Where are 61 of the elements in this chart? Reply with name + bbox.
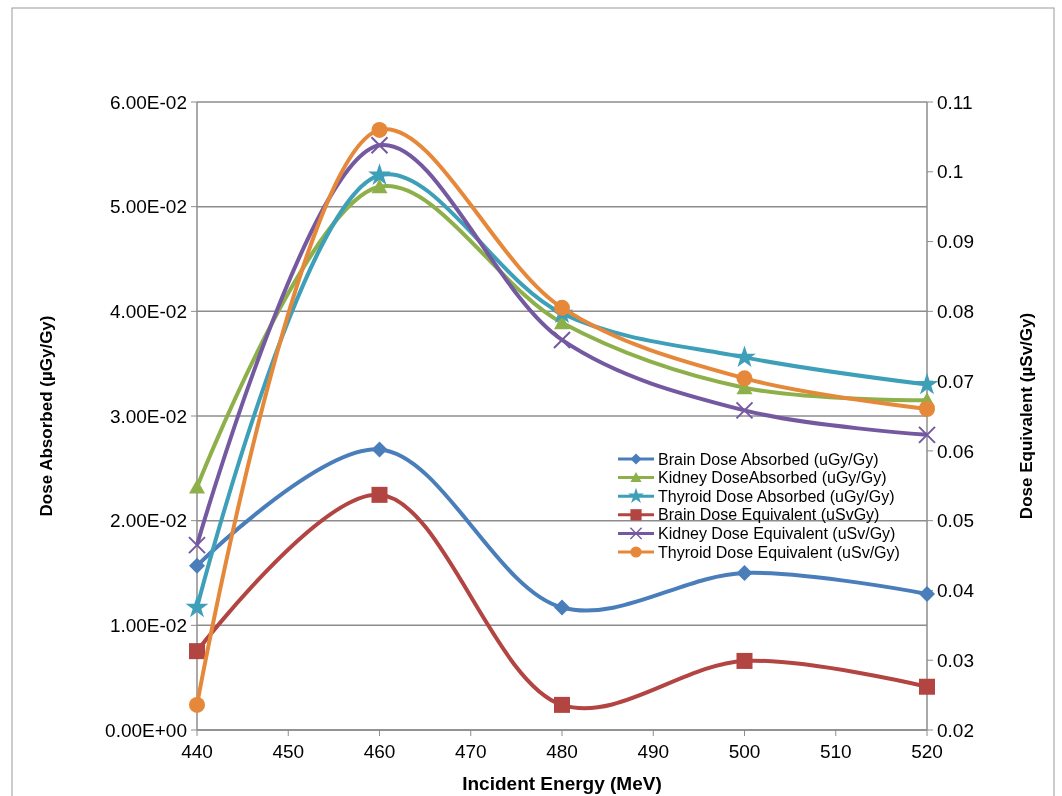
legend-label: Thyroid Dose Equivalent (uSv/Gy) (658, 543, 900, 561)
point (189, 557, 205, 574)
point (188, 536, 206, 555)
legend-label: Thyroid Dose Absorbed (uGy/Gy) (658, 487, 895, 505)
y2-tick-label: 0.05 (937, 510, 974, 532)
point (733, 345, 756, 368)
legend-label: Brain Dose Absorbed (uGy/Gy) (658, 450, 879, 468)
point (918, 425, 936, 444)
legend-label: Kidney DoseAbsorbed (uGy/Gy) (658, 469, 887, 487)
y-tick-label: 6.00E-02 (109, 91, 187, 113)
point (736, 652, 753, 669)
y2-tick-label: 0.03 (937, 649, 974, 671)
point (553, 330, 571, 349)
y-tick-label: 3.00E-02 (109, 405, 187, 427)
point (915, 372, 939, 395)
y2-tick-label: 0.07 (937, 370, 974, 392)
point (370, 136, 389, 155)
point (371, 486, 388, 503)
y2-tick-label: 0.11 (937, 91, 973, 113)
y-tick-label: 5.00E-02 (109, 196, 187, 218)
x-tick-label: 520 (911, 741, 943, 762)
point (736, 565, 753, 581)
point (919, 585, 935, 602)
x-tick-label: 480 (546, 741, 578, 762)
y2-tick-label: 0.02 (937, 719, 974, 741)
point (371, 121, 388, 138)
y-tick-label: 4.00E-02 (109, 300, 187, 322)
x-tick-label: 440 (181, 741, 213, 762)
point (554, 299, 570, 316)
point (554, 696, 570, 713)
x-tick-label: 460 (363, 741, 396, 762)
y-tick-label: 2.00E-02 (109, 510, 187, 532)
y-axis-title: Dose Absorbed (µGy/Gy) (37, 315, 56, 517)
x-tick-label: 490 (637, 741, 670, 762)
legend-label: Brain Dose Equivalent (uSvGy) (658, 506, 880, 524)
point (371, 441, 388, 458)
y-tick-label: 0.00E+00 (105, 719, 187, 741)
point (189, 643, 205, 660)
y2-tick-label: 0.06 (937, 440, 974, 462)
y2-axis-title: Dose Equivalent (µSv/Gy) (1017, 312, 1036, 520)
y-tick-label: 1.00E-02 (109, 614, 187, 636)
point (919, 678, 935, 695)
x-tick-label: 470 (454, 741, 487, 762)
point (189, 696, 205, 713)
x-tick-label: 500 (728, 741, 761, 762)
y2-tick-label: 0.08 (937, 300, 974, 322)
x-axis-title: Incident Energy (MeV) (462, 773, 662, 794)
y2-tick-label: 0.04 (937, 580, 975, 602)
point (735, 401, 754, 420)
x-tick-label: 510 (819, 741, 852, 762)
legend-label: Kidney Dose Equivalent (uSv/Gy) (658, 525, 896, 542)
x-tick-label: 450 (272, 741, 305, 762)
point (189, 479, 205, 494)
point (736, 370, 753, 387)
point (185, 595, 209, 618)
y2-tick-label: 0.1 (937, 161, 964, 183)
y2-tick-label: 0.09 (937, 231, 974, 253)
point (919, 401, 935, 418)
point (554, 599, 570, 616)
point (368, 163, 391, 185)
point (371, 178, 388, 194)
